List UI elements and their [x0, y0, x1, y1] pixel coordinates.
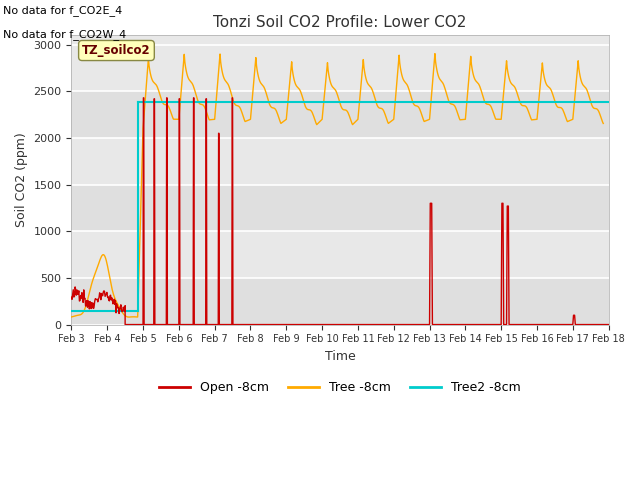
Text: No data for f_CO2E_4: No data for f_CO2E_4: [3, 5, 122, 16]
Text: No data for f_CO2W_4: No data for f_CO2W_4: [3, 29, 127, 40]
Bar: [72, 91, 609, 138]
X-axis label: Time: Time: [324, 350, 355, 363]
Title: Tonzi Soil CO2 Profile: Lower CO2: Tonzi Soil CO2 Profile: Lower CO2: [213, 15, 467, 30]
Bar: [72, 278, 609, 324]
Bar: [72, 185, 609, 231]
Text: TZ_soilco2: TZ_soilco2: [82, 44, 151, 57]
Y-axis label: Soil CO2 (ppm): Soil CO2 (ppm): [15, 132, 28, 228]
Legend: Open -8cm, Tree -8cm, Tree2 -8cm: Open -8cm, Tree -8cm, Tree2 -8cm: [154, 376, 526, 399]
